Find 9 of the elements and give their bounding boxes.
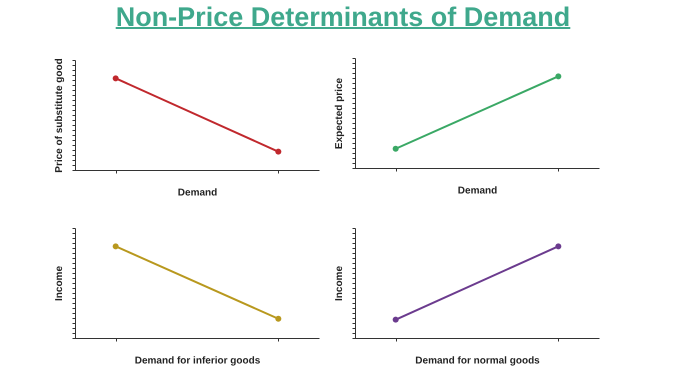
x-axis-title: Demand for normal goods [415,356,540,366]
y-axis-title: Income [54,266,65,302]
y-axis-title: Expected price [334,77,345,150]
x-axis-title: Demand for inferior goods [134,356,261,366]
x-axis-title: Demand [178,188,218,198]
y-axis-title: Price of substitute good [54,58,65,173]
x-axis-title: Demand [458,186,498,196]
chart-title: Non-Price Determinants of Demand [114,2,572,33]
y-axis-title: Income [334,266,345,302]
